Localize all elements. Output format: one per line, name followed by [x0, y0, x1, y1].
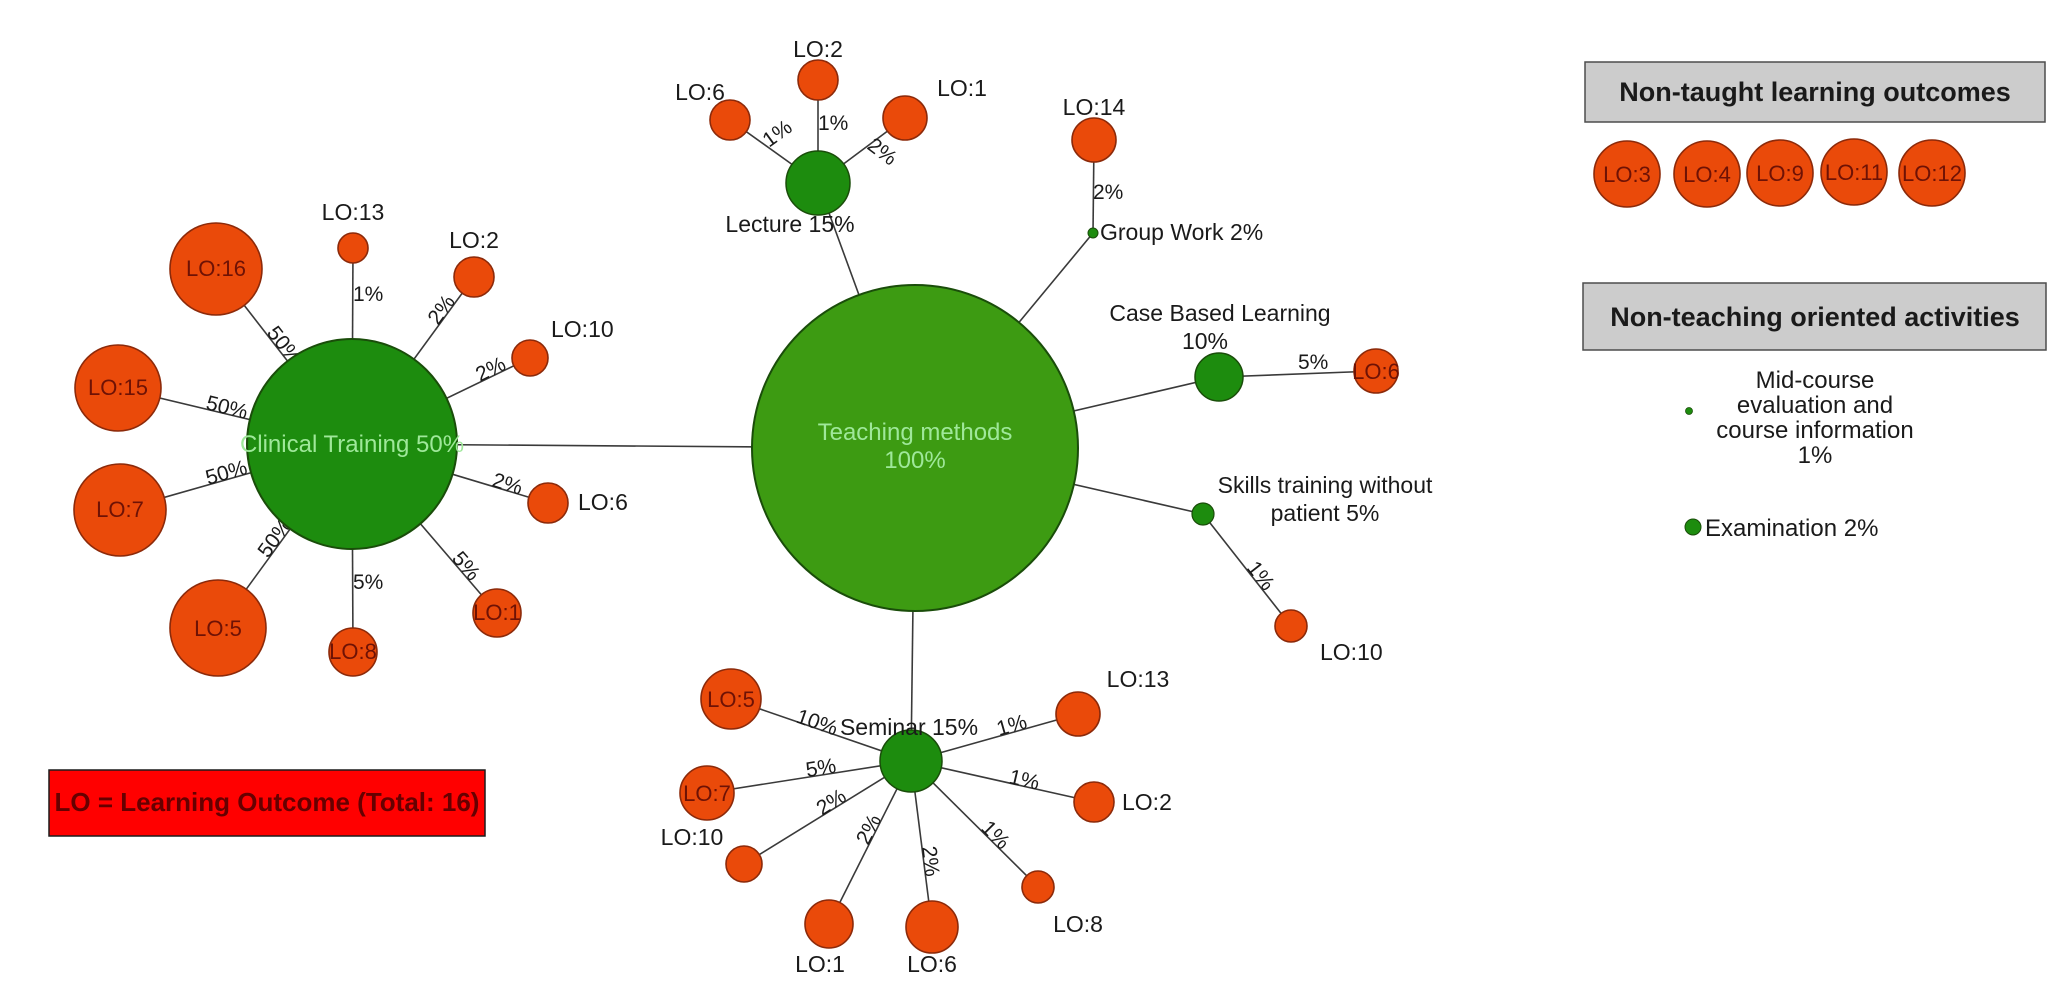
svg-text:LO:4: LO:4: [1683, 162, 1731, 187]
svg-text:LO:1: LO:1: [795, 951, 845, 977]
svg-text:LO:9: LO:9: [1756, 161, 1804, 186]
svg-text:patient 5%: patient 5%: [1271, 500, 1380, 526]
svg-text:50%: 50%: [204, 392, 250, 424]
svg-text:1%: 1%: [1242, 557, 1279, 595]
svg-text:course information: course information: [1716, 417, 1913, 444]
svg-text:LO:8: LO:8: [1053, 911, 1103, 937]
svg-text:5%: 5%: [447, 547, 484, 585]
svg-text:Mid-course: Mid-course: [1756, 367, 1875, 394]
svg-text:LO:5: LO:5: [707, 687, 755, 712]
svg-text:2%: 2%: [812, 785, 850, 821]
svg-text:5%: 5%: [353, 571, 383, 594]
svg-text:LO:1: LO:1: [473, 600, 521, 625]
svg-text:2%: 2%: [1093, 181, 1123, 204]
svg-text:Seminar 15%: Seminar 15%: [840, 714, 978, 740]
svg-text:1%: 1%: [976, 816, 1014, 854]
svg-text:Clinical Training 50%: Clinical Training 50%: [240, 431, 464, 458]
svg-text:LO:6: LO:6: [1352, 359, 1400, 384]
svg-text:LO:2: LO:2: [793, 36, 843, 62]
svg-text:LO:10: LO:10: [551, 316, 614, 342]
svg-text:1%: 1%: [1007, 765, 1042, 794]
svg-text:Non-taught learning outcomes: Non-taught learning outcomes: [1619, 77, 2011, 107]
svg-text:Skills training without: Skills training without: [1218, 472, 1433, 498]
svg-text:2%: 2%: [863, 134, 901, 171]
svg-text:2%: 2%: [490, 469, 526, 500]
svg-text:Examination 2%: Examination 2%: [1705, 515, 1878, 542]
svg-text:1%: 1%: [994, 710, 1030, 740]
svg-text:LO:6: LO:6: [578, 489, 628, 515]
svg-text:LO:13: LO:13: [1107, 666, 1170, 692]
svg-text:Teaching methods: Teaching methods: [818, 419, 1013, 446]
svg-text:100%: 100%: [884, 447, 945, 474]
svg-text:LO:14: LO:14: [1063, 94, 1126, 120]
svg-text:LO:2: LO:2: [1122, 789, 1172, 815]
svg-text:LO:3: LO:3: [1603, 162, 1651, 187]
svg-text:LO:12: LO:12: [1902, 161, 1962, 186]
svg-text:1%: 1%: [353, 283, 383, 306]
svg-text:LO:5: LO:5: [194, 616, 242, 641]
svg-text:LO:13: LO:13: [322, 199, 385, 225]
svg-text:50%: 50%: [203, 456, 250, 490]
svg-text:LO:6: LO:6: [907, 951, 957, 977]
svg-text:1%: 1%: [1798, 442, 1833, 469]
svg-text:LO:15: LO:15: [88, 375, 148, 400]
svg-text:LO:10: LO:10: [1320, 639, 1383, 665]
svg-text:LO:1: LO:1: [937, 75, 987, 101]
svg-text:5%: 5%: [1298, 351, 1328, 374]
svg-text:LO:7: LO:7: [683, 781, 731, 806]
svg-text:10%: 10%: [1182, 328, 1228, 354]
svg-text:2%: 2%: [852, 811, 886, 848]
svg-text:LO:7: LO:7: [96, 497, 144, 522]
svg-text:evaluation and: evaluation and: [1737, 392, 1893, 419]
svg-text:Lecture 15%: Lecture 15%: [725, 211, 854, 237]
svg-text:LO:6: LO:6: [675, 79, 725, 105]
svg-text:1%: 1%: [758, 116, 796, 152]
svg-text:LO:16: LO:16: [186, 256, 246, 281]
svg-text:1%: 1%: [818, 112, 848, 135]
svg-text:Case Based Learning: Case Based Learning: [1109, 300, 1330, 326]
svg-text:2%: 2%: [917, 845, 944, 878]
svg-text:LO:10: LO:10: [661, 824, 724, 850]
svg-text:LO:11: LO:11: [1825, 160, 1883, 185]
svg-text:10%: 10%: [793, 705, 840, 740]
svg-text:2%: 2%: [423, 291, 459, 329]
svg-text:LO = Learning Outcome (Total:: LO = Learning Outcome (Total: 16): [55, 787, 480, 817]
svg-text:Non-teaching oriented activiti: Non-teaching oriented activities: [1610, 302, 2020, 332]
svg-text:LO:2: LO:2: [449, 227, 499, 253]
svg-text:LO:8: LO:8: [329, 639, 377, 664]
svg-text:5%: 5%: [804, 754, 838, 781]
svg-text:Group Work 2%: Group Work 2%: [1100, 219, 1263, 245]
svg-text:2%: 2%: [472, 353, 509, 387]
